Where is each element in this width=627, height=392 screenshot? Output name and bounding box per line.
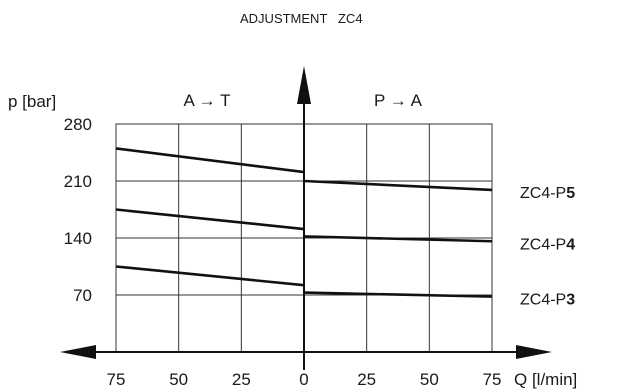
y-tick-label-2: 140 [64,229,92,248]
x-tick-label-3: 0 [299,370,308,389]
y-tick-label-0: 280 [64,115,92,134]
x-axis-arrow-right [516,345,552,359]
x-tick-label-1: 50 [169,370,188,389]
y-tick-label-3: 70 [73,286,92,305]
legend-label-number: 5 [566,185,575,202]
x-axis-arrow-left [60,345,96,359]
x-tick-label-6: 75 [483,370,502,389]
series-line-2-right [303,291,493,298]
chart-title: ADJUSTMENT ZC4 [240,11,363,26]
x-tick-label-2: 25 [232,370,251,389]
tick-labels: 75 50 25 0 25 50 75 280 210 140 70 [64,115,502,389]
x-tick-label-5: 50 [420,370,439,389]
series-line-2-left [115,265,305,287]
x-tick-label-4: 25 [357,370,376,389]
legend-label-prefix: ZC4-P [520,185,566,202]
legend-label-prefix: ZC4-P [520,292,566,309]
y-tick-label-1: 210 [64,172,92,191]
y-axis-arrow-up [297,66,311,104]
legend-label-1: ZC4-P4 [520,236,575,253]
region-label-left: A → T [184,91,231,110]
series-line-0-left [115,147,305,174]
legend-label-number: 3 [566,292,575,309]
legend-label-prefix: ZC4-P [520,236,566,253]
y-axis-label: p [bar] [8,92,56,111]
legend-label-0: ZC4-P5 [520,185,575,202]
region-label-right: P → A [374,91,423,110]
x-axis-label: Q [l/min] [514,370,577,389]
axes [60,66,552,370]
x-tick-label-0: 75 [107,370,126,389]
legend-label-number: 4 [566,236,575,253]
series-line-1-left [115,208,305,231]
series-line-1-right [303,235,493,243]
series-group [115,147,493,298]
series-line-0-right [303,179,493,192]
legend-label-2: ZC4-P3 [520,292,575,309]
